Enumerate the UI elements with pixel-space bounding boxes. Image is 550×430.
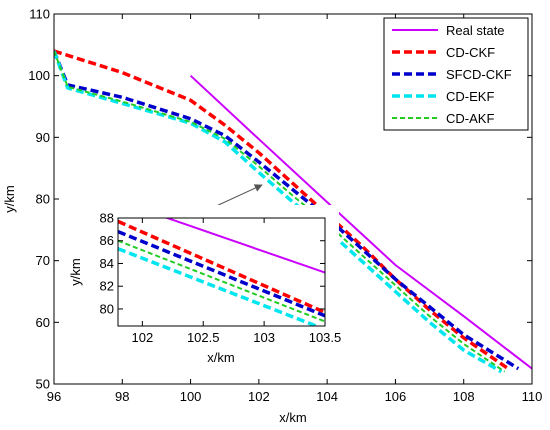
main-x-tick-label: 96 xyxy=(47,389,61,404)
inset-series-cd-ekf-line xyxy=(118,247,322,326)
legend-label-real-state: Real state xyxy=(446,23,505,38)
inset-y-tick-label: 80 xyxy=(100,301,114,316)
main-series-real-state-line xyxy=(189,74,532,370)
inset-series-group xyxy=(118,218,325,326)
inset-y-tick-label: 86 xyxy=(100,233,114,248)
main-y-tick-label: 60 xyxy=(36,315,50,330)
inset-x-tick-label: 102 xyxy=(132,330,154,345)
legend: Real state CD-CKF SFCD-CKF CD-EKF CD-AKF xyxy=(383,17,529,131)
main-y-tick-label: 80 xyxy=(36,192,50,207)
inset-series-cd-akf-line xyxy=(118,239,325,323)
main-series-cd-ekf-line xyxy=(54,50,503,374)
main-x-axis-label: x/km xyxy=(279,410,306,425)
inset-y-tick-label: 88 xyxy=(100,211,114,226)
main-y-tick-label: 70 xyxy=(36,253,50,268)
main-x-tick-label: 110 xyxy=(522,389,543,404)
inset-series-real-state-line xyxy=(164,218,325,274)
inset-axes-frame xyxy=(117,217,326,327)
inset-x-tick-label: 102.5 xyxy=(187,330,220,345)
main-series-cd-ckf-line xyxy=(54,49,510,371)
main-y-tick-label: 100 xyxy=(28,68,50,83)
legend-label-cd-akf: CD-AKF xyxy=(446,111,494,126)
main-x-tick-label: 102 xyxy=(248,389,270,404)
main-y-tick-label: 90 xyxy=(36,130,50,145)
main-series-sfcd-ckf-line xyxy=(54,50,520,371)
main-y-axis-label: y/km xyxy=(2,185,17,212)
inset-y-tick-label: 82 xyxy=(100,279,114,294)
inset-series-cd-ckf-line xyxy=(118,219,325,315)
main-series-group xyxy=(54,49,532,374)
inset-y-tick-label: 84 xyxy=(100,256,114,271)
inset-plot-area: 102 102.5 103 103.5 80 82 84 86 88 xyxy=(100,211,342,346)
main-y-tick-label: 110 xyxy=(29,7,50,22)
main-x-tick-label: 106 xyxy=(385,389,407,404)
legend-label-sfcd-ckf: SFCD-CKF xyxy=(446,67,512,82)
inset-x-tick-label: 103.5 xyxy=(309,330,342,345)
inset-x-axis-label: x/km xyxy=(207,350,234,365)
main-x-tick-label: 104 xyxy=(316,389,338,404)
legend-label-cd-ckf: CD-CKF xyxy=(446,45,495,60)
main-y-tick-label: 50 xyxy=(36,377,50,392)
legend-label-cd-ekf: CD-EKF xyxy=(446,89,494,104)
inset-background xyxy=(66,205,339,372)
main-series-cd-akf-line xyxy=(54,50,506,373)
main-x-tick-label: 98 xyxy=(115,389,129,404)
inset-series-sfcd-ckf-line xyxy=(118,229,325,318)
main-x-tick-label: 108 xyxy=(453,389,475,404)
inset-x-tick-label: 103 xyxy=(253,330,275,345)
main-plot-area: 96 98 100 102 104 106 108 110 50 60 70 80 90 100 110 xyxy=(28,7,542,405)
inset-y-axis-label: y/km xyxy=(68,258,83,285)
main-x-tick-label: 100 xyxy=(180,389,202,404)
